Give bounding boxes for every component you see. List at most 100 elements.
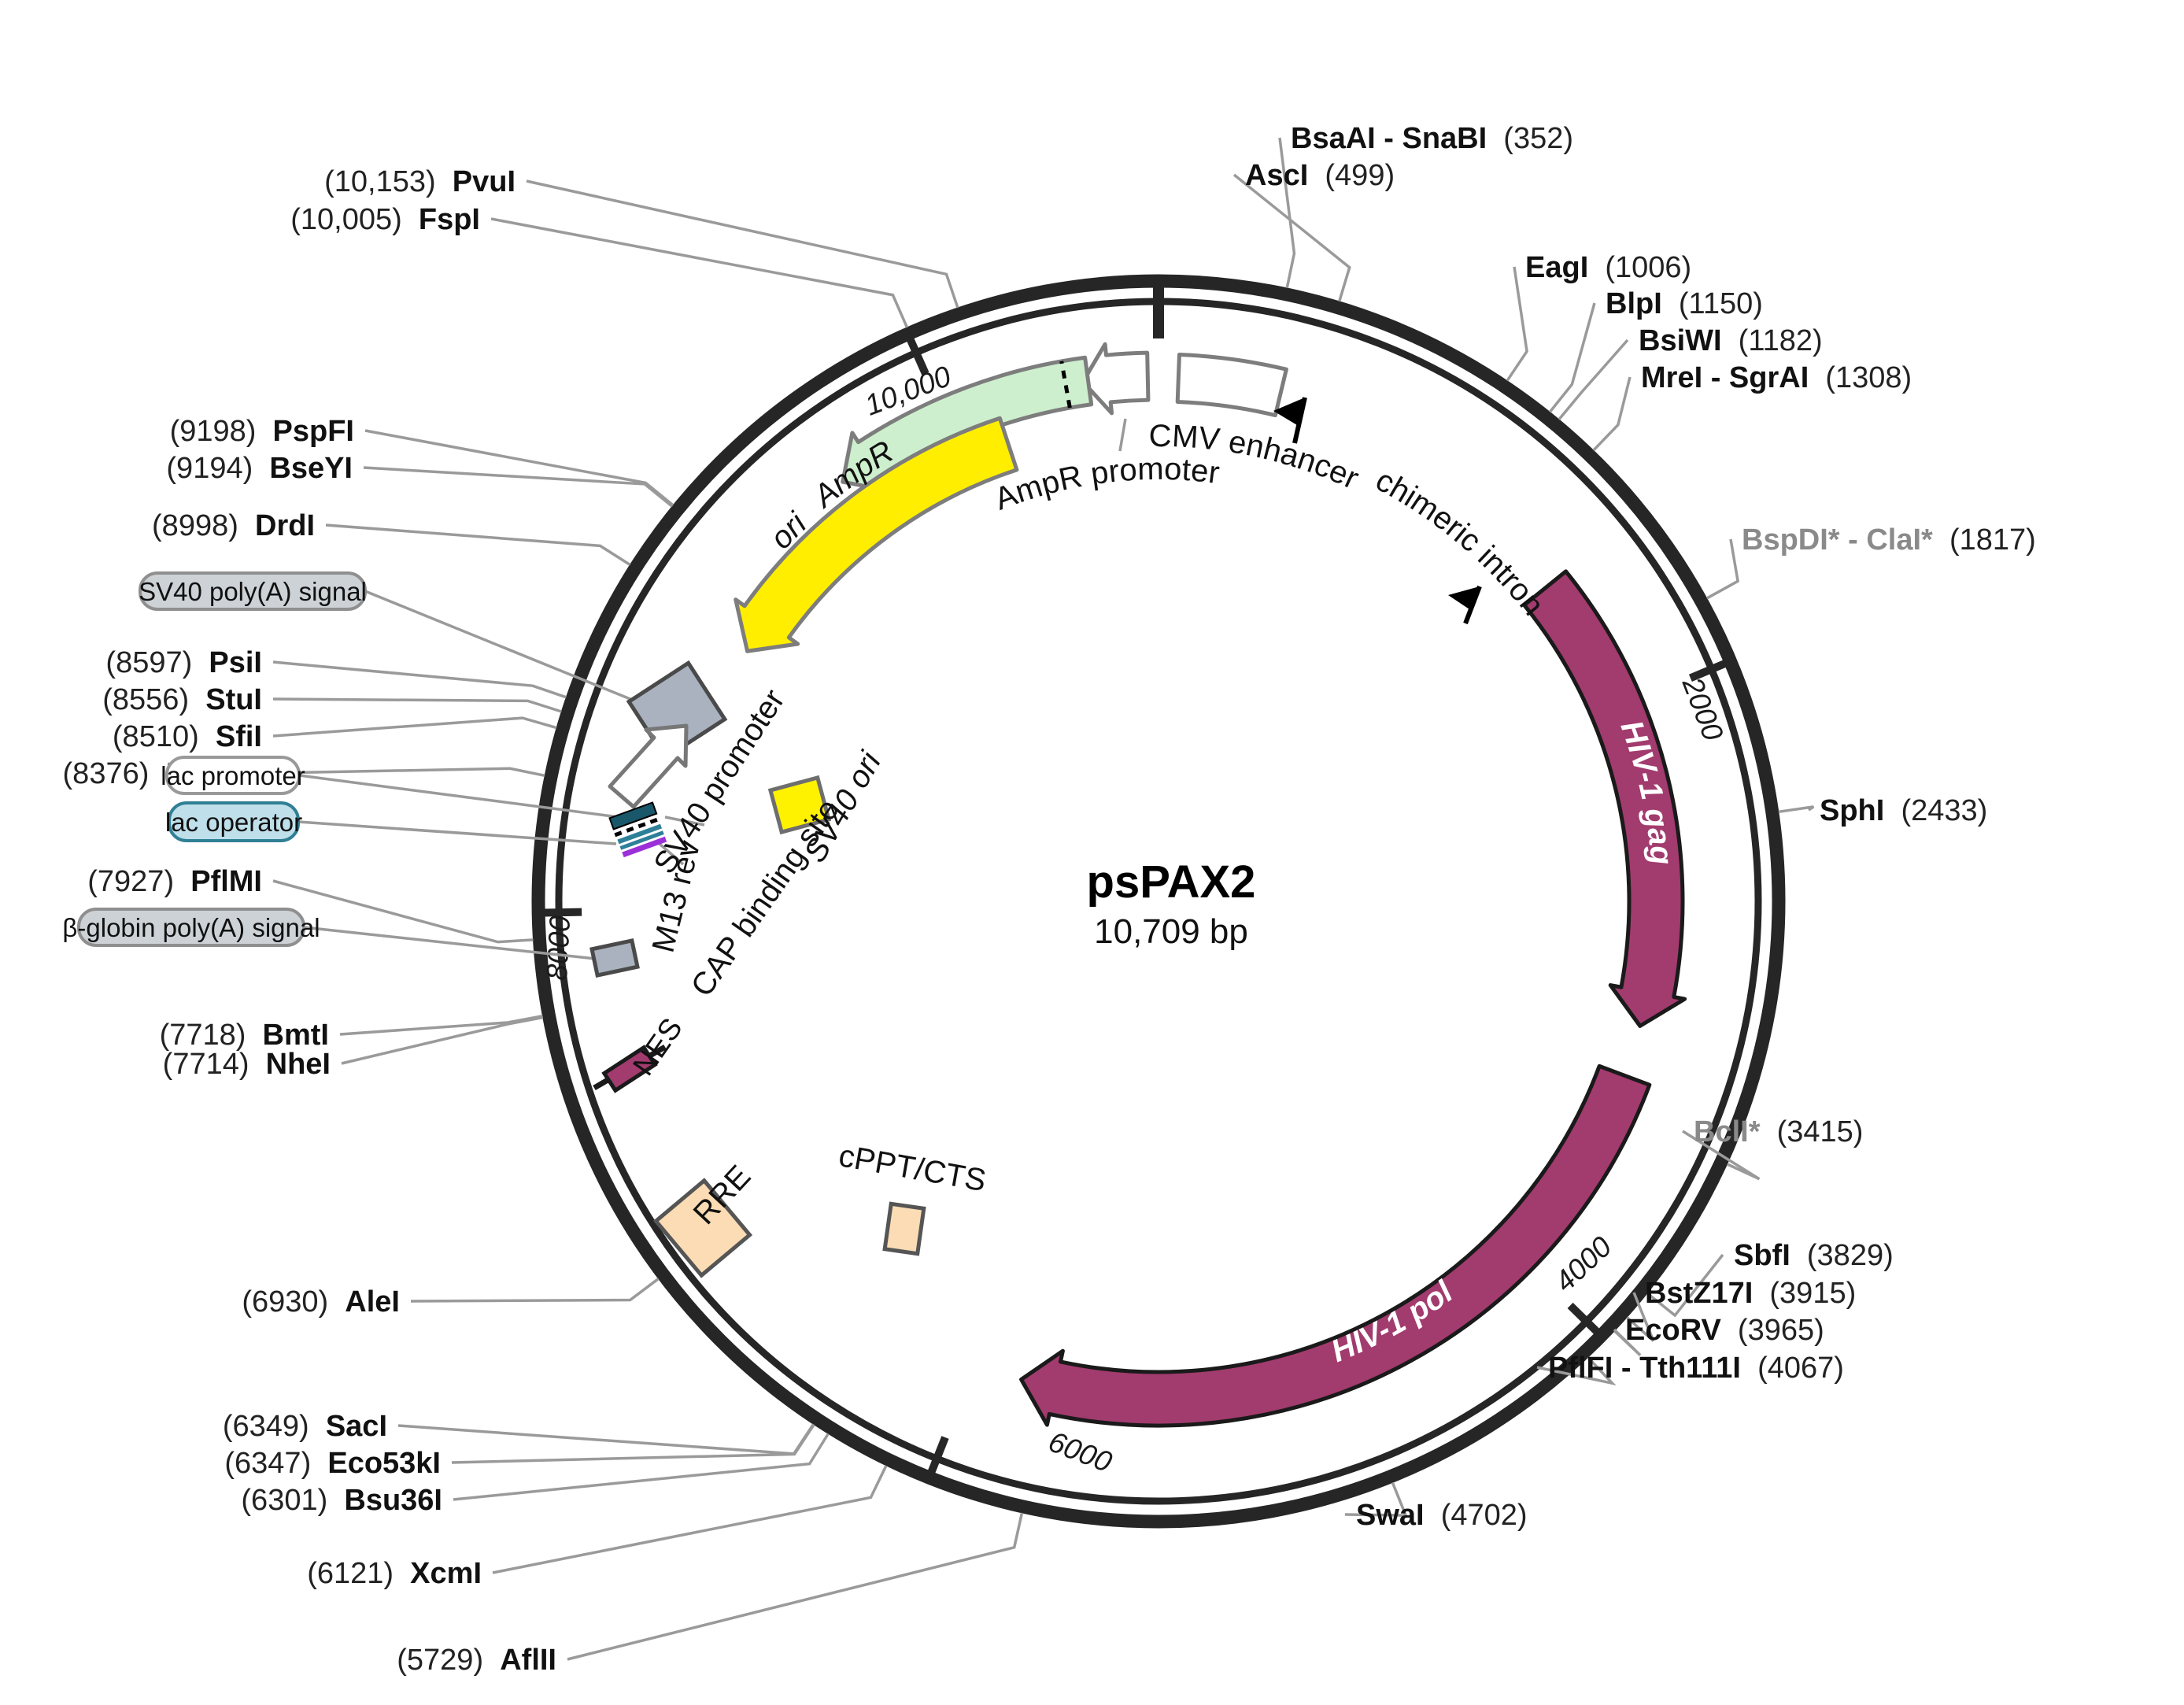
site-label-part: (6349) bbox=[223, 1410, 326, 1443]
leader-BclI bbox=[1682, 1130, 1761, 1181]
site-label-part: AleI bbox=[345, 1285, 400, 1319]
site-label-MreISgrAI: MreI - SgrAI (1308) bbox=[1641, 361, 1912, 394]
leader-BsaAISnaBI bbox=[1278, 137, 1296, 289]
site-label-EcoRV: EcoRV (3965) bbox=[1625, 1314, 1824, 1347]
badge-label: lac promoter bbox=[161, 761, 305, 790]
site-label-part: (3915) bbox=[1753, 1277, 1856, 1310]
feature-arc-ori bbox=[734, 416, 1019, 653]
site-label-part: (1182) bbox=[1722, 324, 1823, 357]
site-label-part: (1817) bbox=[1933, 523, 2036, 557]
site-label-part: (8556) bbox=[102, 683, 205, 716]
site-label-part: EcoRV bbox=[1625, 1314, 1721, 1347]
site-label-part: PflFI - Tth111I bbox=[1548, 1352, 1741, 1385]
site-label-part: (9194) bbox=[166, 452, 269, 485]
site-label-part: BstZ17I bbox=[1645, 1277, 1753, 1310]
site-label-AflII: (5729) AflII bbox=[397, 1644, 556, 1677]
sv40-ori-glyph bbox=[767, 775, 832, 835]
site-label-BclI: BclI* (3415) bbox=[1694, 1115, 1863, 1148]
site-label-part: PsiI bbox=[209, 646, 262, 679]
site-label-part: BsiWI bbox=[1639, 324, 1722, 357]
site-label-part: SbfI bbox=[1734, 1239, 1790, 1272]
site-label-SacI: (6349) SacI bbox=[223, 1410, 387, 1443]
site-label-part: FspI bbox=[419, 203, 480, 236]
leader-AflII bbox=[567, 1512, 1024, 1661]
regulatory-bar bbox=[608, 801, 658, 830]
site-label-EagI: EagI (1006) bbox=[1525, 251, 1691, 284]
leader-stub bbox=[664, 816, 705, 827]
site-label-part: EagI bbox=[1525, 251, 1588, 284]
leader-BlpI bbox=[1548, 302, 1596, 413]
site-label-part: (8597) bbox=[105, 646, 209, 679]
nes-glyph bbox=[601, 1045, 658, 1093]
site-label-part: BsaAI - SnaBI bbox=[1291, 122, 1487, 155]
promoter-flag-icon-0 bbox=[1273, 398, 1305, 425]
leader-SfiI bbox=[272, 716, 557, 738]
site-label-part: BspDI* - ClaI* bbox=[1742, 523, 1933, 557]
site-label-part: SwaI bbox=[1356, 1499, 1425, 1532]
feature-label-cppt-cts: cPPT/CTS bbox=[836, 1138, 989, 1198]
site-label-part: BmtI bbox=[263, 1019, 329, 1052]
site-label-part: NheI bbox=[266, 1048, 331, 1081]
site-label-part: BclI* bbox=[1694, 1115, 1761, 1148]
dashed-bar bbox=[614, 816, 662, 838]
site-label-part: AflII bbox=[500, 1644, 556, 1677]
leader-BseYI bbox=[363, 466, 674, 508]
badge-lac-promoter bbox=[165, 756, 301, 795]
site-label-part: (10,153) bbox=[324, 165, 453, 198]
feature-divider bbox=[1059, 361, 1072, 409]
site-label-part: (6121) bbox=[307, 1557, 410, 1590]
site-label-part: PspFI bbox=[273, 415, 354, 448]
leader-SwaI bbox=[1344, 1481, 1408, 1517]
leader-EagI bbox=[1506, 266, 1528, 382]
leader-Eco53kI bbox=[451, 1423, 815, 1464]
beta-globin-polya-glyph bbox=[589, 938, 640, 978]
scale-tick-8000 bbox=[534, 908, 582, 917]
site-label-part: (7714) bbox=[163, 1048, 266, 1081]
plasmid-size: 10,709 bp bbox=[1094, 912, 1248, 951]
leader-SphI bbox=[1778, 805, 1815, 814]
badge-leader bbox=[297, 820, 617, 845]
site-label-part: StuI bbox=[205, 683, 262, 716]
site-label-part: (3829) bbox=[1790, 1239, 1894, 1272]
leader-PflFITth111I bbox=[1536, 1356, 1617, 1386]
site-label-part: (3965) bbox=[1721, 1314, 1824, 1347]
site-label-PflFITth111I: PflFI - Tth111I (4067) bbox=[1548, 1352, 1844, 1385]
site-label-part: (4702) bbox=[1425, 1499, 1528, 1532]
feature-label-text: AmpR promoter bbox=[990, 452, 1221, 517]
leader-FspI bbox=[490, 217, 909, 328]
regulatory-bar bbox=[617, 823, 663, 845]
leader-BsaBI bbox=[272, 767, 545, 778]
feature-arc-hiv-1-gag bbox=[1522, 569, 1687, 1028]
site-label-AleI: (6930) AleI bbox=[242, 1285, 400, 1319]
site-label-PflMI: (7927) PflMI bbox=[87, 865, 262, 898]
site-label-part: SacI bbox=[326, 1410, 387, 1443]
badge-label: SV40 poly(A) signal bbox=[139, 577, 367, 606]
leader-BsiWI bbox=[1558, 338, 1629, 420]
leader-PflMI bbox=[272, 879, 534, 944]
leader-PsiI bbox=[272, 660, 567, 699]
regulatory-bar bbox=[622, 836, 667, 858]
site-label-DrdI: (8998) DrdI bbox=[152, 509, 315, 542]
leader-MreISgrAI bbox=[1592, 376, 1632, 452]
leader-PvuI bbox=[526, 179, 959, 309]
site-label-BsaAISnaBI: BsaAI - SnaBI (352) bbox=[1291, 122, 1573, 155]
site-label-PvuI: (10,153) PvuI bbox=[324, 165, 516, 198]
leader-Bsu36I bbox=[453, 1433, 830, 1501]
badge-lac-operator bbox=[168, 801, 300, 842]
site-label-part: (6347) bbox=[224, 1447, 327, 1480]
site-label-Eco53kI: (6347) Eco53kI bbox=[224, 1447, 441, 1480]
site-label-part: (8510) bbox=[113, 720, 216, 753]
badge-leader bbox=[303, 926, 597, 960]
site-label-PsiI: (8597) PsiI bbox=[105, 646, 262, 679]
site-label-part: PvuI bbox=[453, 165, 516, 198]
leader-NheI bbox=[341, 1015, 544, 1065]
site-label-NheI: (7714) NheI bbox=[163, 1048, 331, 1081]
site-label-BstZ17I: BstZ17I (3915) bbox=[1645, 1277, 1856, 1310]
site-label-part: (8376) bbox=[63, 757, 166, 790]
site-label-part: (352) bbox=[1487, 122, 1573, 155]
site-label-part: XcmI bbox=[410, 1557, 482, 1590]
badge-leader bbox=[364, 590, 645, 706]
leader-PspFI bbox=[364, 429, 674, 507]
regulatory-bar-stack bbox=[608, 801, 667, 858]
badge-label: lac operator bbox=[165, 808, 302, 837]
